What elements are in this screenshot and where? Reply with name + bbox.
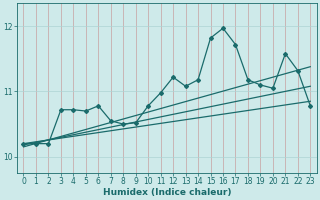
X-axis label: Humidex (Indice chaleur): Humidex (Indice chaleur) [103,188,231,197]
